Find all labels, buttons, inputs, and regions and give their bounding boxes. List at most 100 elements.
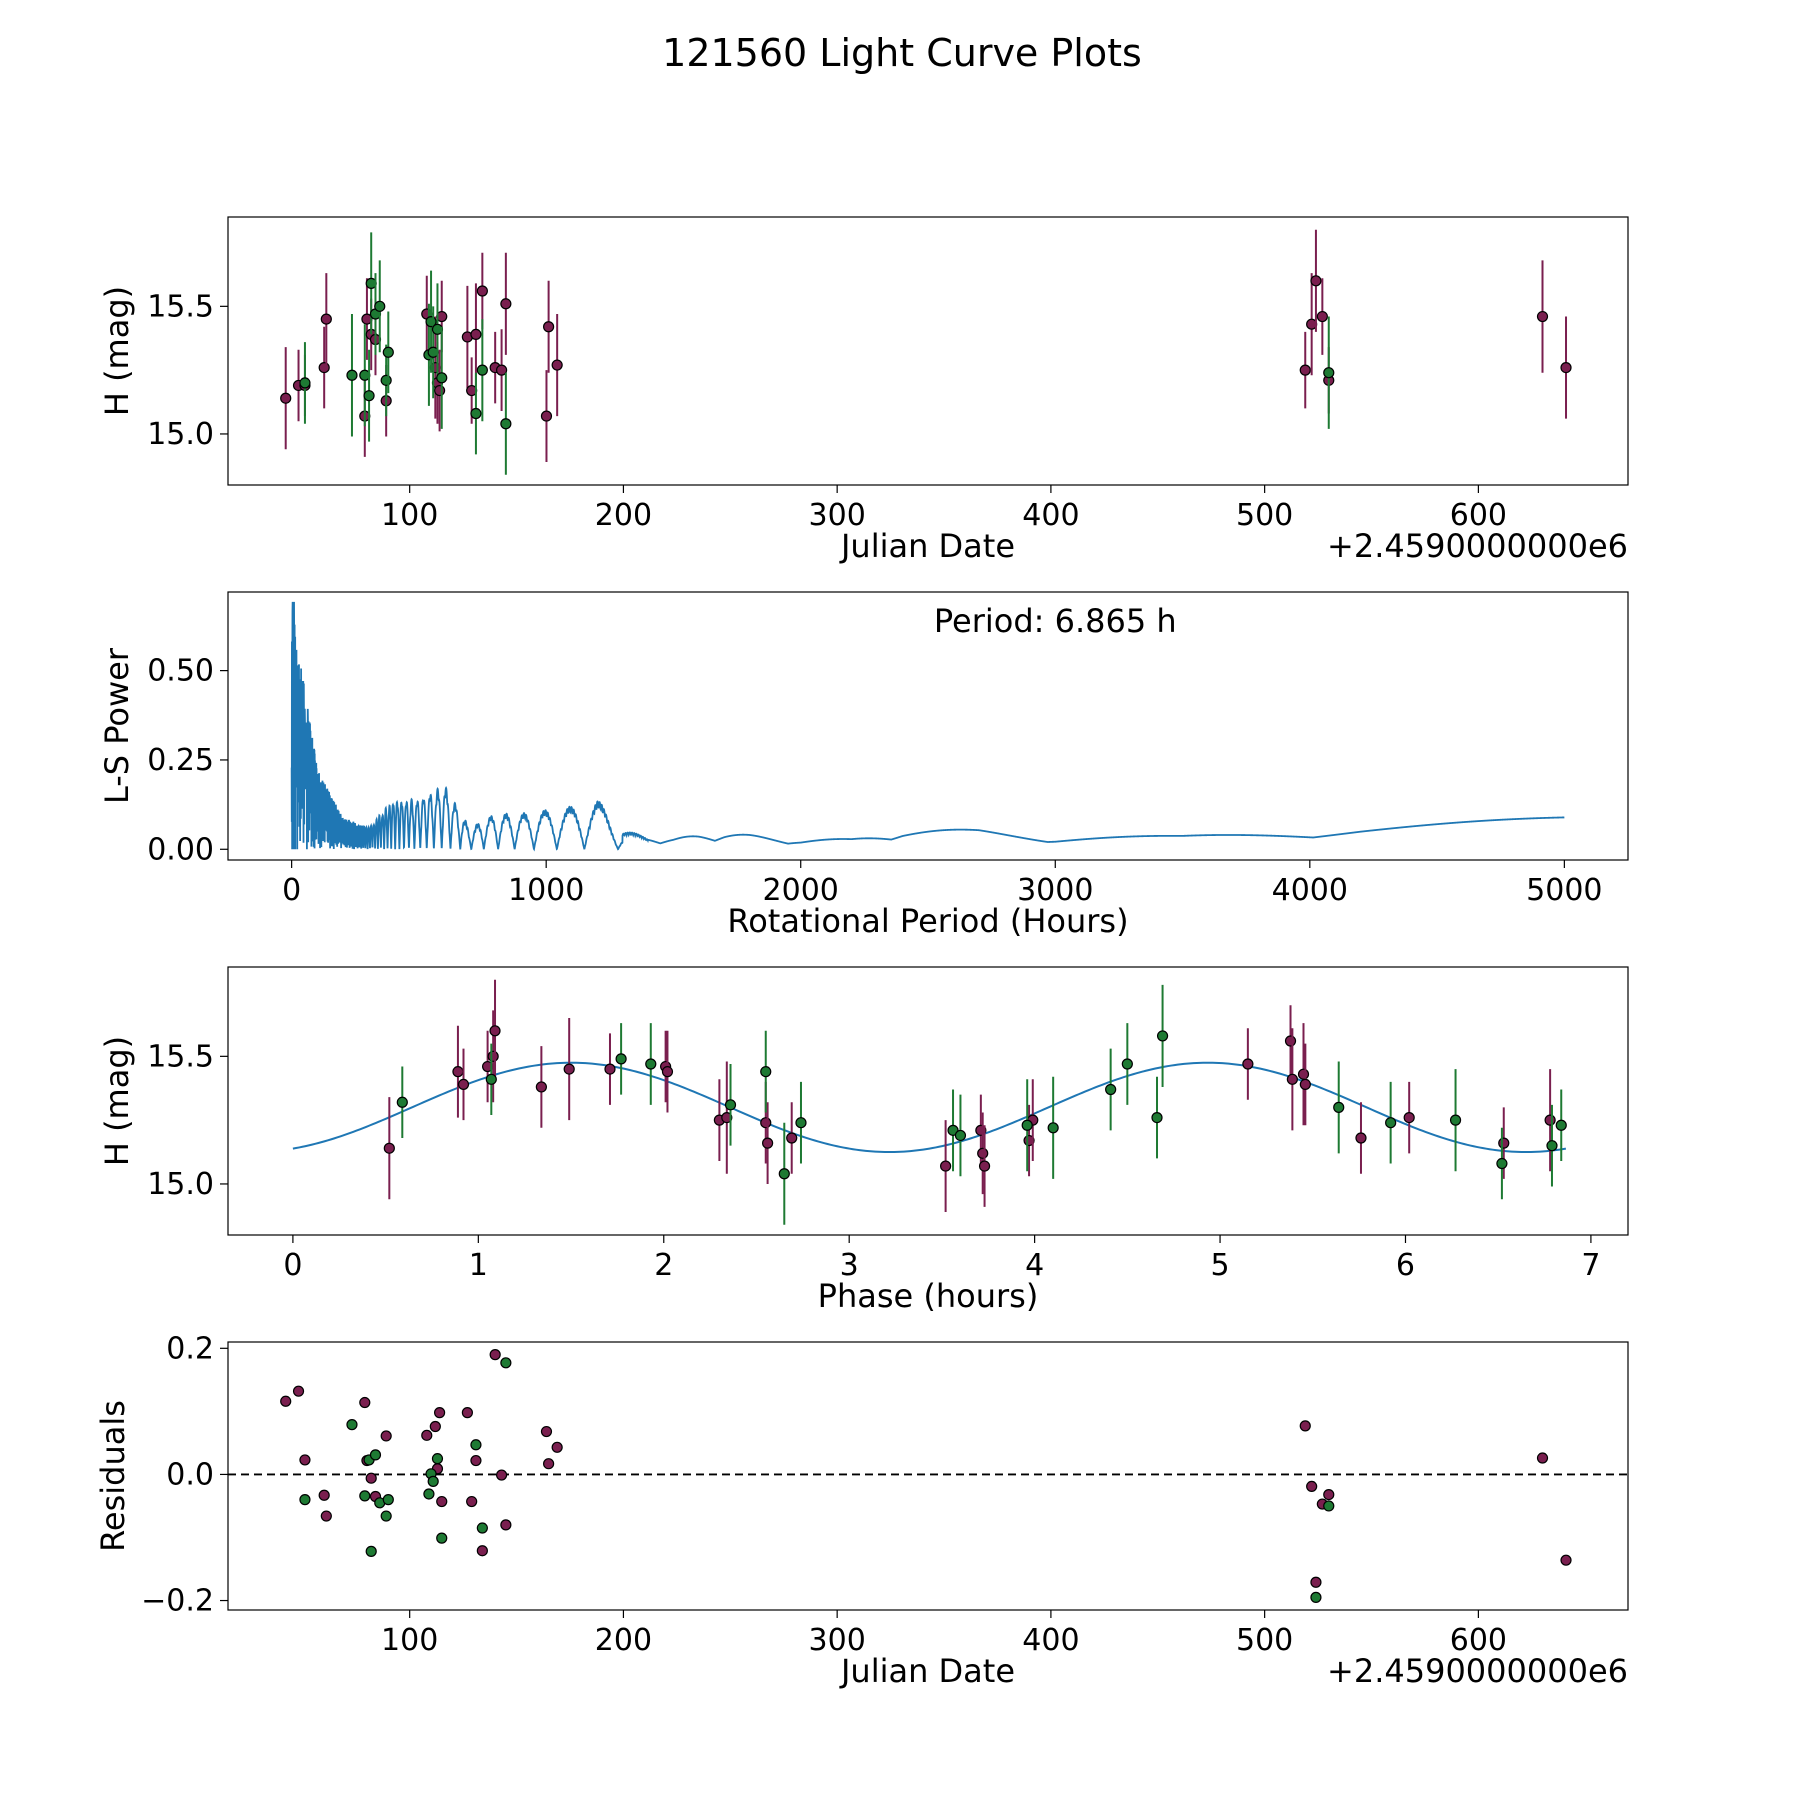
data-point: [1310, 1576, 1322, 1588]
data-point: [724, 1099, 737, 1111]
data-point: [1310, 1591, 1322, 1603]
data-point: [1242, 1058, 1254, 1070]
x-tick-label: 2: [654, 1248, 673, 1283]
data-point: [551, 1441, 563, 1453]
y-axis-label: Residuals: [94, 1400, 132, 1552]
data-point: [374, 300, 386, 312]
data-point: [429, 1420, 441, 1433]
y-tick-label: 15.0: [147, 1167, 214, 1202]
data-point: [434, 384, 446, 397]
data-point: [489, 1025, 501, 1037]
data-point: [382, 1494, 394, 1506]
plot-area: [228, 1349, 1628, 1603]
x-tick-label: 4000: [1272, 873, 1348, 908]
data-point: [1449, 1114, 1462, 1126]
periodogram-line: [290, 601, 1565, 852]
data-point: [318, 361, 330, 374]
x-tick-label: 3000: [1017, 873, 1093, 908]
y-tick-label: 15.5: [147, 289, 214, 324]
data-point: [299, 1494, 311, 1506]
x-tick-label: 500: [1236, 1623, 1293, 1658]
x-tick-label: 0: [282, 873, 301, 908]
data-point: [359, 1490, 371, 1502]
y-tick-label: 0.0: [166, 1457, 214, 1492]
data-point: [380, 374, 392, 386]
data-point: [760, 1117, 772, 1129]
data-point: [535, 1081, 547, 1093]
data-point: [476, 1545, 488, 1557]
x-tick-label: 200: [595, 498, 652, 533]
y-axis-label: L-S Power: [98, 647, 136, 804]
x-tick-label: 500: [1236, 498, 1293, 533]
data-point: [1310, 275, 1322, 287]
data-point: [470, 1439, 482, 1451]
axes-frame: [227, 591, 1629, 861]
data-point: [1286, 1073, 1298, 1085]
period-annotation: Period: 6.865 h: [934, 602, 1177, 640]
data-point: [1355, 1132, 1367, 1144]
x-tick-label: 1000: [508, 873, 584, 908]
x-axis-label: Rotational Period (Hours): [727, 902, 1128, 940]
data-point: [551, 359, 563, 371]
plot-area: [292, 979, 1567, 1225]
data-point: [396, 1096, 408, 1108]
data-point: [1496, 1157, 1508, 1170]
x-axis-label: Julian Date: [839, 1652, 1015, 1690]
data-point: [292, 1385, 305, 1397]
data-point: [383, 1142, 395, 1154]
data-point: [431, 1453, 444, 1465]
data-point: [1403, 1111, 1415, 1124]
data-point: [457, 1078, 470, 1091]
data-point: [760, 1066, 772, 1078]
data-point: [645, 1058, 657, 1070]
data-point: [1105, 1083, 1117, 1096]
x-tick-label: 200: [595, 1623, 652, 1658]
data-point: [299, 377, 311, 389]
plot-area: [280, 229, 1572, 475]
x-tick-label: 100: [381, 498, 438, 533]
data-point: [1316, 310, 1328, 323]
data-point: [1546, 1140, 1558, 1152]
data-point: [363, 390, 375, 402]
data-point: [476, 1522, 488, 1534]
x-axis-label: Julian Date: [839, 527, 1015, 565]
data-point: [369, 1449, 382, 1461]
x-tick-label: 0: [283, 1248, 302, 1283]
y-tick-label: 0.00: [147, 832, 214, 867]
data-point: [563, 1063, 575, 1075]
data-point: [940, 1160, 952, 1172]
data-point: [1156, 1030, 1169, 1042]
panel-light-curve: 100 200 300 400 500 600 15.0 15.5 Julian Date H (…: [98, 216, 1629, 565]
figure-title: 121560 Light Curve Plots: [662, 31, 1142, 75]
data-point: [346, 1419, 358, 1431]
data-point: [489, 1349, 501, 1361]
series-band-b: [396, 984, 1567, 1225]
data-point: [1306, 1480, 1318, 1493]
x-tick-label: 3: [840, 1248, 859, 1283]
x-tick-label: 400: [1022, 1623, 1079, 1658]
x-tick-label: 1: [469, 1248, 488, 1283]
data-point: [778, 1168, 790, 1180]
panel-phase-folded: 0 1 2 3 4 5 6 7 15.0 15.5 Phase (hours) H (mag): [98, 966, 1629, 1315]
y-tick-label: 0.2: [166, 1331, 214, 1366]
data-point: [359, 1396, 371, 1409]
data-point: [320, 313, 332, 325]
data-point: [1560, 361, 1572, 374]
data-point: [421, 1429, 433, 1441]
y-tick-label: 0.50: [147, 654, 214, 689]
data-point: [436, 372, 448, 384]
data-point: [1299, 364, 1311, 376]
data-point: [487, 1050, 499, 1062]
data-point: [470, 328, 482, 341]
data-point: [461, 1407, 473, 1419]
axes-frame: [227, 216, 1629, 486]
data-point: [1323, 1500, 1335, 1512]
data-point: [1498, 1137, 1510, 1149]
series-band-a: [280, 1349, 1572, 1588]
data-point: [795, 1117, 807, 1129]
x-tick-label: 100: [381, 1623, 438, 1658]
data-point: [604, 1063, 616, 1075]
data-point: [1121, 1058, 1133, 1070]
x-offset-label: +2.4590000000e6: [1327, 1652, 1628, 1690]
